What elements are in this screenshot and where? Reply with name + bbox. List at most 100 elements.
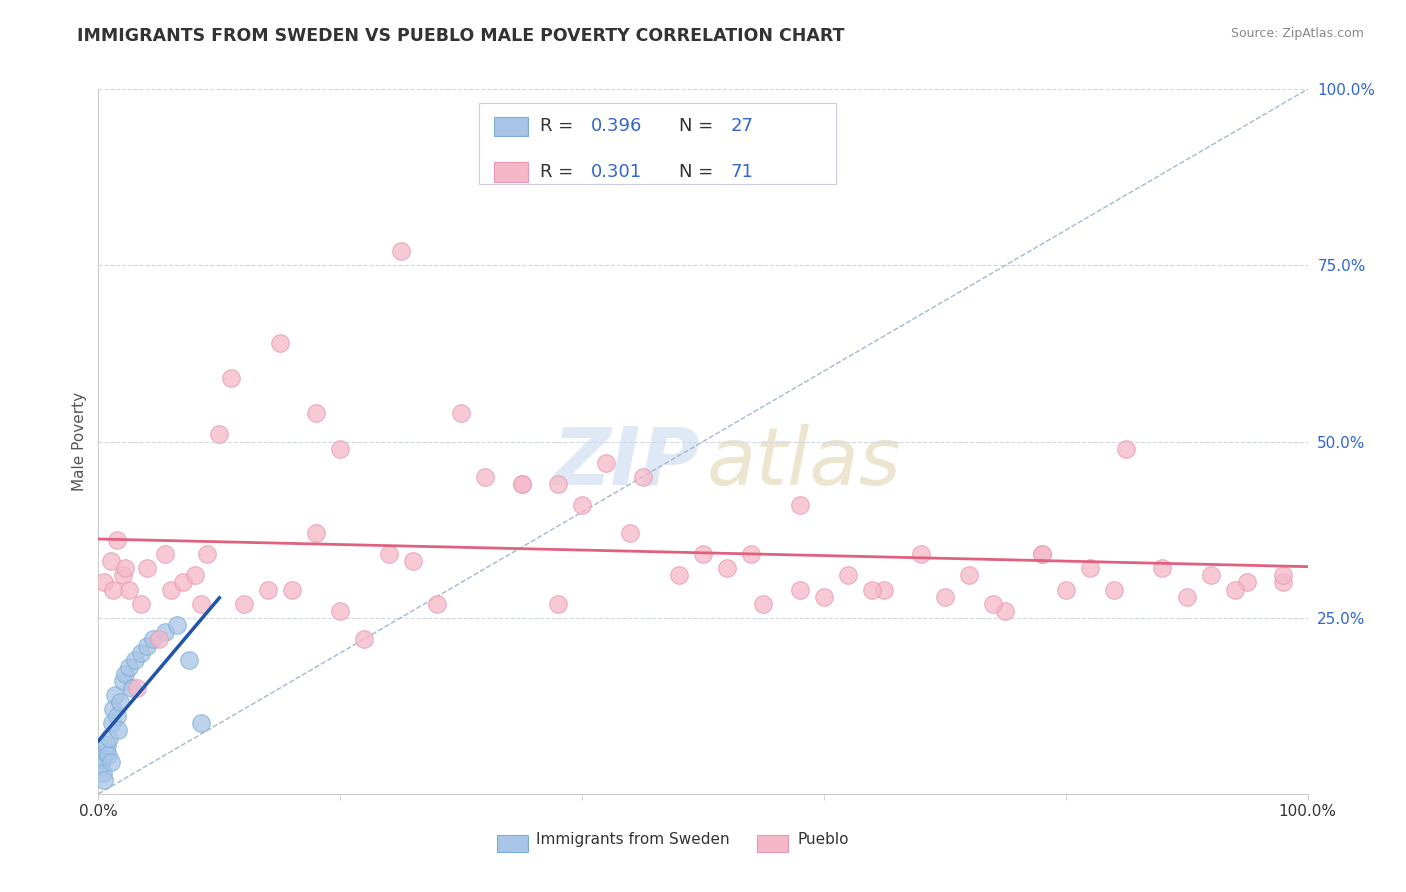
- Point: [208, 427, 231, 442]
- Point: [100, 755, 122, 769]
- Point: [129, 597, 152, 611]
- Point: [124, 653, 146, 667]
- Point: [118, 660, 141, 674]
- Point: [114, 667, 136, 681]
- Point: [1031, 547, 1053, 561]
- Point: [1054, 582, 1077, 597]
- Point: [1272, 575, 1295, 590]
- Text: 0.396: 0.396: [591, 117, 643, 135]
- Point: [101, 702, 124, 716]
- Point: [160, 582, 183, 597]
- Point: [97, 748, 120, 763]
- Point: [114, 561, 136, 575]
- Point: [789, 498, 811, 512]
- Point: [98, 731, 121, 745]
- Point: [1236, 575, 1258, 590]
- Point: [1175, 590, 1198, 604]
- Point: [789, 582, 811, 597]
- FancyBboxPatch shape: [758, 835, 787, 853]
- Point: [668, 568, 690, 582]
- Point: [105, 533, 128, 548]
- Point: [934, 590, 956, 604]
- Point: [153, 547, 176, 561]
- Point: [1078, 561, 1101, 575]
- Point: [269, 335, 291, 350]
- Point: [910, 547, 932, 561]
- Point: [111, 674, 134, 689]
- Point: [402, 554, 425, 568]
- Point: [389, 244, 412, 259]
- Text: R =: R =: [540, 162, 579, 181]
- Point: [305, 526, 328, 541]
- Point: [474, 469, 496, 483]
- Point: [91, 765, 114, 780]
- Point: [692, 547, 714, 561]
- Point: [107, 723, 129, 738]
- Point: [118, 582, 141, 597]
- Point: [190, 716, 212, 731]
- Point: [873, 582, 896, 597]
- Text: N =: N =: [679, 117, 718, 135]
- Point: [142, 632, 165, 646]
- Point: [256, 582, 278, 597]
- Point: [179, 653, 201, 667]
- Point: [981, 597, 1004, 611]
- Y-axis label: Male Poverty: Male Poverty: [72, 392, 87, 491]
- Point: [595, 456, 617, 470]
- Point: [104, 688, 127, 702]
- Point: [426, 597, 449, 611]
- Point: [547, 597, 569, 611]
- Text: 0.301: 0.301: [591, 162, 641, 181]
- Text: atlas: atlas: [707, 424, 901, 501]
- Point: [166, 617, 188, 632]
- Point: [121, 681, 143, 696]
- Text: IMMIGRANTS FROM SWEDEN VS PUEBLO MALE POVERTY CORRELATION CHART: IMMIGRANTS FROM SWEDEN VS PUEBLO MALE PO…: [77, 27, 845, 45]
- Text: ZIP: ZIP: [553, 424, 699, 501]
- Point: [135, 639, 157, 653]
- Point: [1152, 561, 1174, 575]
- Point: [100, 554, 122, 568]
- Text: N =: N =: [679, 162, 718, 181]
- Point: [184, 568, 207, 582]
- Point: [232, 597, 254, 611]
- Text: Pueblo: Pueblo: [797, 832, 849, 847]
- Point: [1199, 568, 1222, 582]
- Point: [716, 561, 738, 575]
- Point: [111, 568, 134, 582]
- Point: [135, 561, 157, 575]
- Point: [129, 646, 152, 660]
- Point: [353, 632, 375, 646]
- Point: [1272, 568, 1295, 582]
- Point: [221, 371, 243, 385]
- Point: [305, 406, 328, 420]
- Point: [740, 547, 762, 561]
- Point: [510, 476, 533, 491]
- Point: [1031, 547, 1053, 561]
- Point: [148, 632, 170, 646]
- Point: [329, 604, 352, 618]
- Point: [957, 568, 980, 582]
- Point: [377, 547, 399, 561]
- Point: [100, 716, 122, 731]
- Point: [631, 469, 654, 483]
- Point: [96, 738, 118, 752]
- Point: [127, 681, 149, 696]
- Point: [1102, 582, 1125, 597]
- FancyBboxPatch shape: [494, 117, 527, 136]
- Point: [450, 406, 472, 420]
- Point: [619, 526, 641, 541]
- Point: [190, 597, 212, 611]
- Point: [108, 695, 131, 709]
- FancyBboxPatch shape: [498, 835, 527, 853]
- Point: [93, 772, 115, 787]
- Point: [994, 604, 1017, 618]
- Point: [752, 597, 775, 611]
- Point: [1223, 582, 1246, 597]
- FancyBboxPatch shape: [479, 103, 837, 185]
- Point: [837, 568, 859, 582]
- Point: [90, 758, 112, 772]
- Text: R =: R =: [540, 117, 579, 135]
- Text: 27: 27: [731, 117, 754, 135]
- Point: [91, 751, 114, 765]
- Point: [281, 582, 304, 597]
